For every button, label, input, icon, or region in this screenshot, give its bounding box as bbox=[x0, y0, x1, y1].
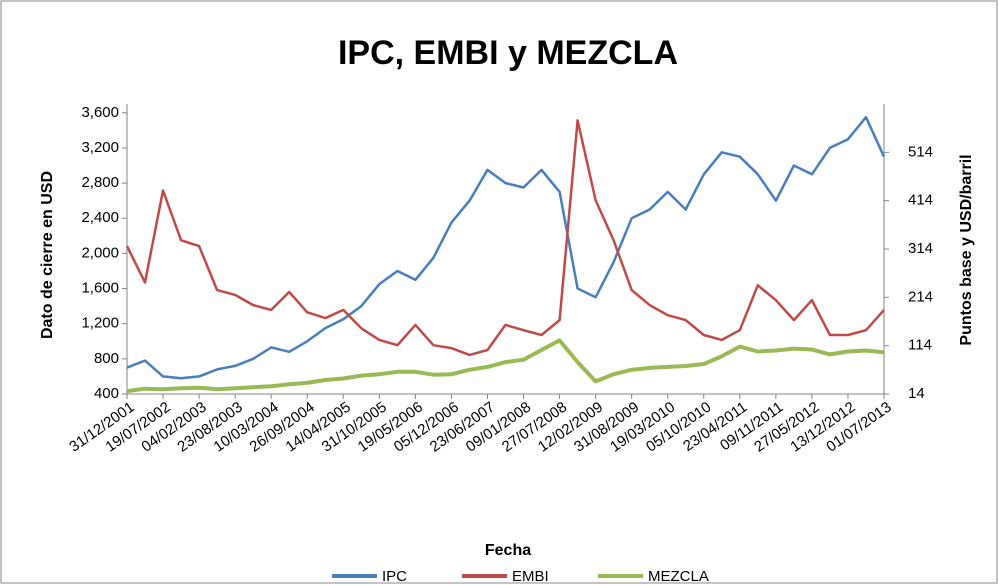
y-tick-label: 2,400 bbox=[81, 209, 119, 226]
chart-title: IPC, EMBI y MEZCLA bbox=[338, 34, 678, 72]
series-line bbox=[126, 115, 886, 380]
x-axis-label: Fecha bbox=[485, 542, 531, 559]
y2-tick-label: 414 bbox=[908, 192, 933, 209]
y-tick-label: 1,600 bbox=[81, 280, 119, 297]
y-tick-label: 2,800 bbox=[81, 174, 119, 191]
y2-tick-label: 14 bbox=[908, 385, 925, 402]
legend-label: MEZCLA bbox=[648, 568, 709, 585]
y2-tick-label: 314 bbox=[908, 240, 933, 257]
y-tick-label: 800 bbox=[94, 350, 119, 367]
y2-tick-label: 114 bbox=[908, 337, 932, 354]
y-tick-label: 3,600 bbox=[81, 104, 119, 121]
y-tick-label: 2,000 bbox=[81, 244, 119, 261]
y2-axis-label: Puntos base y USD/barril bbox=[958, 154, 975, 345]
y-axis-label: Dato de cierre en USD bbox=[39, 171, 56, 339]
legend-label: EMBI bbox=[512, 568, 549, 585]
legend-label: IPC bbox=[382, 568, 407, 585]
series-line bbox=[125, 119, 885, 357]
y2-tick-label: 514 bbox=[908, 143, 933, 160]
y-tick-label: 1,200 bbox=[81, 315, 119, 332]
series-line bbox=[126, 338, 885, 394]
y-tick-label: 400 bbox=[94, 385, 119, 402]
y-tick-label: 3,200 bbox=[81, 139, 119, 156]
y2-tick-label: 214 bbox=[908, 288, 933, 305]
